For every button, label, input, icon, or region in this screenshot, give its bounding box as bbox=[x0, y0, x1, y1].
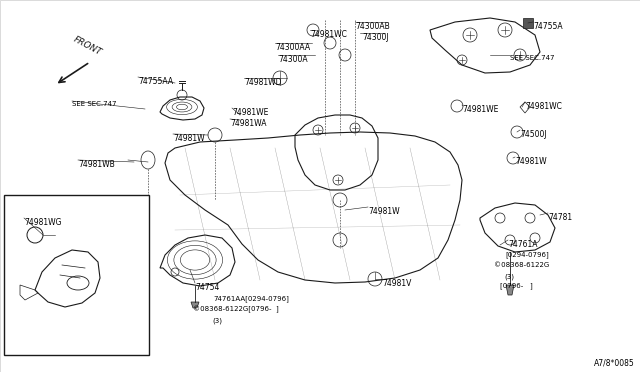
Polygon shape bbox=[506, 285, 514, 295]
Bar bbox=[4, 195, 149, 355]
Bar bbox=[523, 18, 533, 28]
Text: 74981W: 74981W bbox=[515, 157, 547, 166]
Text: 74981WE: 74981WE bbox=[232, 108, 268, 117]
Text: 74761AA[0294-0796]: 74761AA[0294-0796] bbox=[213, 295, 289, 302]
Text: 74981V: 74981V bbox=[382, 279, 412, 288]
Text: 74981WD: 74981WD bbox=[244, 78, 282, 87]
Text: 74300AA: 74300AA bbox=[275, 43, 310, 52]
Text: (3): (3) bbox=[504, 273, 514, 279]
Text: 74755AA: 74755AA bbox=[138, 77, 173, 86]
Text: FRONT: FRONT bbox=[72, 35, 104, 57]
Text: ©08368-6122G: ©08368-6122G bbox=[494, 262, 549, 268]
Text: [0294-0796]: [0294-0796] bbox=[505, 251, 548, 258]
Text: SEE SEC.747: SEE SEC.747 bbox=[510, 55, 554, 61]
Text: 74300A: 74300A bbox=[278, 55, 308, 64]
Text: 74981W: 74981W bbox=[368, 207, 399, 216]
Text: 74981WG: 74981WG bbox=[24, 218, 61, 227]
Text: A7/8*0085: A7/8*0085 bbox=[595, 358, 635, 367]
Text: 74781: 74781 bbox=[548, 213, 572, 222]
Text: 74981WB: 74981WB bbox=[78, 160, 115, 169]
Text: 74761A: 74761A bbox=[508, 240, 538, 249]
Text: 74754: 74754 bbox=[195, 283, 220, 292]
Text: 74981WE: 74981WE bbox=[462, 105, 499, 114]
Text: SEE SEC.747: SEE SEC.747 bbox=[72, 101, 116, 107]
Text: 74981WC: 74981WC bbox=[310, 30, 347, 39]
Text: 74981W: 74981W bbox=[173, 134, 205, 143]
Polygon shape bbox=[191, 302, 199, 308]
Text: 74755A: 74755A bbox=[533, 22, 563, 31]
Text: 74981WA: 74981WA bbox=[230, 119, 266, 128]
Text: [0796-   ]: [0796- ] bbox=[500, 282, 532, 289]
Text: (3): (3) bbox=[212, 317, 222, 324]
Text: ©08368-6122G[0796-  ]: ©08368-6122G[0796- ] bbox=[193, 306, 279, 314]
Text: 74981WC: 74981WC bbox=[525, 102, 562, 111]
Text: 74300AB: 74300AB bbox=[355, 22, 390, 31]
Text: 74500J: 74500J bbox=[520, 130, 547, 139]
Text: 74300J: 74300J bbox=[362, 33, 388, 42]
